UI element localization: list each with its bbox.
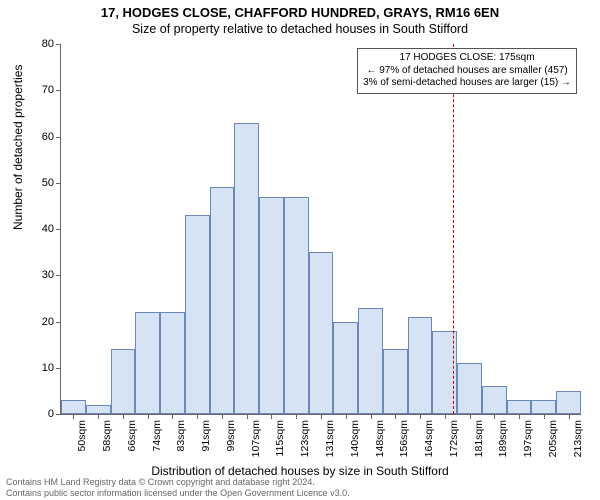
- histogram-bar: [507, 400, 532, 414]
- xtick-label: 172sqm: [448, 420, 460, 457]
- histogram-bar: [309, 252, 334, 414]
- ytick-mark: [56, 368, 61, 369]
- xtick-label: 123sqm: [299, 420, 311, 457]
- ytick-label: 60: [24, 131, 54, 143]
- y-axis-label: Number of detached properties: [11, 65, 25, 230]
- ytick-mark: [56, 322, 61, 323]
- xtick-mark: [470, 414, 471, 419]
- xtick-mark: [98, 414, 99, 419]
- xtick-label: 213sqm: [572, 420, 584, 457]
- xtick-mark: [172, 414, 173, 419]
- ytick-label: 10: [24, 362, 54, 374]
- xtick-label: 99sqm: [225, 420, 237, 452]
- ytick-mark: [56, 414, 61, 415]
- ytick-label: 80: [24, 38, 54, 50]
- histogram-bar: [61, 400, 86, 414]
- annotation-box: 17 HODGES CLOSE: 175sqm← 97% of detached…: [357, 48, 577, 94]
- xtick-label: 107sqm: [250, 420, 262, 457]
- ytick-label: 50: [24, 177, 54, 189]
- xtick-mark: [395, 414, 396, 419]
- ytick-mark: [56, 229, 61, 230]
- ytick-mark: [56, 90, 61, 91]
- plot-area: 17 HODGES CLOSE: 175sqm← 97% of detached…: [60, 44, 581, 415]
- xtick-label: 140sqm: [349, 420, 361, 457]
- histogram-bar: [210, 187, 235, 414]
- ytick-mark: [56, 137, 61, 138]
- xtick-mark: [148, 414, 149, 419]
- histogram-bar: [408, 317, 433, 414]
- annotation-line-3: 3% of semi-detached houses are larger (1…: [363, 77, 571, 90]
- xtick-mark: [544, 414, 545, 419]
- footer-attribution: Contains HM Land Registry data © Crown c…: [6, 477, 350, 498]
- xtick-mark: [123, 414, 124, 419]
- ytick-mark: [56, 183, 61, 184]
- ytick-label: 0: [24, 408, 54, 420]
- histogram-bar: [333, 322, 358, 415]
- xtick-mark: [271, 414, 272, 419]
- histogram-bar: [86, 405, 111, 414]
- histogram-bar: [284, 197, 309, 414]
- annotation-line-2: ← 97% of detached houses are smaller (45…: [363, 65, 571, 78]
- xtick-mark: [296, 414, 297, 419]
- footer-line-1: Contains HM Land Registry data © Crown c…: [6, 477, 350, 487]
- histogram-bar: [383, 349, 408, 414]
- histogram-bar: [111, 349, 136, 414]
- reference-line: [453, 44, 454, 414]
- xtick-label: 164sqm: [423, 420, 435, 457]
- xtick-mark: [494, 414, 495, 419]
- ytick-mark: [56, 44, 61, 45]
- xtick-mark: [519, 414, 520, 419]
- xtick-mark: [197, 414, 198, 419]
- xtick-label: 115sqm: [274, 420, 286, 457]
- histogram-bar: [531, 400, 556, 414]
- histogram-bar: [358, 308, 383, 414]
- xtick-label: 91sqm: [200, 420, 212, 452]
- chart-title-sub: Size of property relative to detached ho…: [0, 22, 600, 36]
- ytick-label: 40: [24, 223, 54, 235]
- xtick-label: 156sqm: [398, 420, 410, 457]
- xtick-label: 83sqm: [175, 420, 187, 452]
- chart-title-main: 17, HODGES CLOSE, CHAFFORD HUNDRED, GRAY…: [0, 5, 600, 20]
- xtick-label: 66sqm: [126, 420, 138, 452]
- histogram-bar: [556, 391, 581, 414]
- xtick-label: 50sqm: [76, 420, 88, 452]
- chart-container: 17, HODGES CLOSE, CHAFFORD HUNDRED, GRAY…: [0, 0, 600, 500]
- xtick-mark: [73, 414, 74, 419]
- xtick-label: 189sqm: [497, 420, 509, 457]
- annotation-line-1: 17 HODGES CLOSE: 175sqm: [363, 52, 571, 65]
- xtick-label: 205sqm: [547, 420, 559, 457]
- histogram-bar: [160, 312, 185, 414]
- histogram-bar: [457, 363, 482, 414]
- xtick-label: 74sqm: [151, 420, 163, 452]
- ytick-label: 20: [24, 316, 54, 328]
- xtick-label: 197sqm: [522, 420, 534, 457]
- xtick-mark: [247, 414, 248, 419]
- ytick-label: 70: [24, 84, 54, 96]
- xtick-mark: [321, 414, 322, 419]
- histogram-bar: [482, 386, 507, 414]
- xtick-label: 148sqm: [374, 420, 386, 457]
- xtick-mark: [445, 414, 446, 419]
- histogram-bar: [135, 312, 160, 414]
- ytick-mark: [56, 275, 61, 276]
- x-axis-label: Distribution of detached houses by size …: [0, 464, 600, 478]
- xtick-mark: [371, 414, 372, 419]
- xtick-label: 58sqm: [101, 420, 113, 452]
- xtick-label: 131sqm: [324, 420, 336, 457]
- histogram-bar: [185, 215, 210, 414]
- xtick-mark: [222, 414, 223, 419]
- histogram-bar: [234, 123, 259, 414]
- xtick-mark: [420, 414, 421, 419]
- histogram-bar: [259, 197, 284, 414]
- ytick-label: 30: [24, 269, 54, 281]
- xtick-mark: [569, 414, 570, 419]
- xtick-mark: [346, 414, 347, 419]
- footer-line-2: Contains public sector information licen…: [6, 488, 350, 498]
- xtick-label: 181sqm: [473, 420, 485, 457]
